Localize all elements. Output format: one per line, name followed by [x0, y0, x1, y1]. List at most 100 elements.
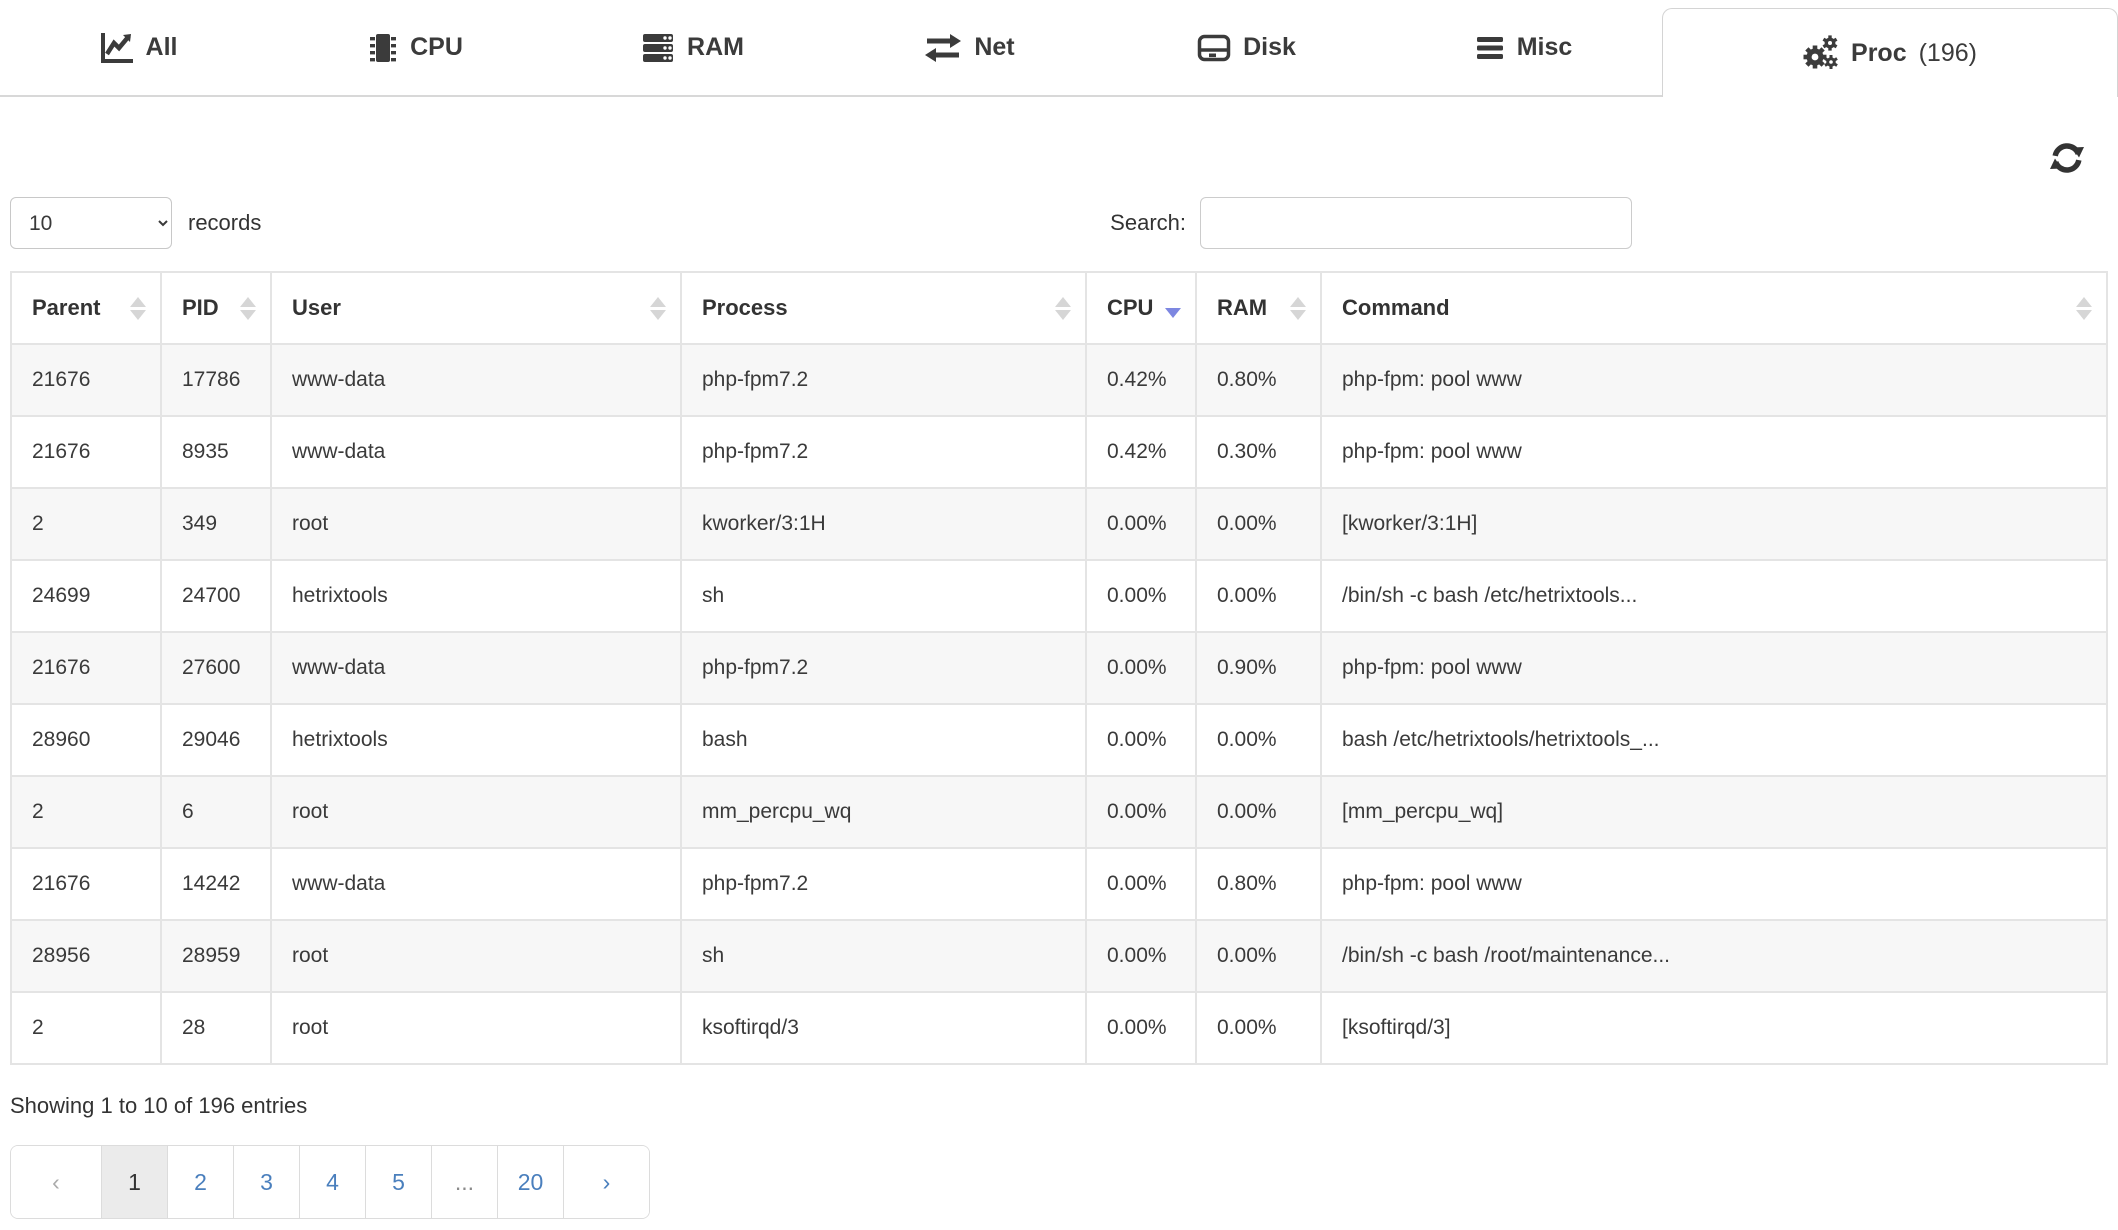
column-header-parent[interactable]: Parent: [10, 271, 162, 345]
parent-link[interactable]: 24699: [10, 559, 162, 633]
ram-value: 0.80%: [1195, 847, 1322, 921]
column-label: User: [292, 295, 341, 320]
search-input[interactable]: [1200, 197, 1632, 249]
user-link[interactable]: www-data: [270, 343, 682, 417]
user-link[interactable]: www-data: [270, 415, 682, 489]
sort-icon: [650, 296, 666, 320]
user-link[interactable]: hetrixtools: [270, 703, 682, 777]
column-header-ram[interactable]: RAM: [1195, 271, 1322, 345]
process-link[interactable]: mm_percpu_wq: [680, 775, 1087, 849]
column-header-user[interactable]: User: [270, 271, 682, 345]
parent-link[interactable]: 21676: [10, 847, 162, 921]
tab-proc[interactable]: Proc (196): [1662, 8, 2118, 97]
process-link[interactable]: php-fpm7.2: [680, 631, 1087, 705]
tab-all[interactable]: All: [0, 0, 277, 95]
user-link[interactable]: www-data: [270, 631, 682, 705]
user-link[interactable]: root: [270, 487, 682, 561]
parent-link[interactable]: 21676: [10, 631, 162, 705]
parent-link[interactable]: 21676: [10, 343, 162, 417]
ram-value: 0.00%: [1195, 703, 1322, 777]
ram-value: 0.90%: [1195, 631, 1322, 705]
process-link[interactable]: sh: [680, 919, 1087, 993]
command-value: /bin/sh -c bash /etc/hetrixtools...: [1320, 559, 2108, 633]
parent-link[interactable]: 28956: [10, 919, 162, 993]
records-group: 10 records: [10, 197, 261, 249]
pid-link[interactable]: 24700: [160, 559, 272, 633]
pid-link[interactable]: 29046: [160, 703, 272, 777]
table-row: 2 28 root ksoftirqd/3 0.00% 0.00% [ksoft…: [10, 991, 2108, 1065]
column-header-command[interactable]: Command: [1320, 271, 2108, 345]
microchip-icon: [368, 31, 398, 65]
refresh-button[interactable]: [2046, 139, 2088, 179]
pagination-next[interactable]: ›: [563, 1146, 649, 1218]
pid-link[interactable]: 14242: [160, 847, 272, 921]
column-label: Process: [702, 295, 788, 320]
table-row: 2 6 root mm_percpu_wq 0.00% 0.00% [mm_pe…: [10, 775, 2108, 849]
cpu-value: 0.00%: [1085, 631, 1197, 705]
sort-icon: [240, 296, 256, 320]
tab-bar: All CPU RAM Net Disk: [0, 0, 2118, 97]
parent-link[interactable]: 21676: [10, 415, 162, 489]
user-link[interactable]: www-data: [270, 847, 682, 921]
column-header-cpu[interactable]: CPU: [1085, 271, 1197, 345]
user-link[interactable]: root: [270, 775, 682, 849]
exchange-icon: [924, 33, 962, 63]
cpu-value: 0.00%: [1085, 487, 1197, 561]
parent-link[interactable]: 2: [10, 991, 162, 1065]
pagination-prev[interactable]: ‹: [11, 1146, 101, 1218]
pagination-page-1[interactable]: 1: [101, 1146, 167, 1218]
cpu-value: 0.00%: [1085, 559, 1197, 633]
process-link[interactable]: sh: [680, 559, 1087, 633]
user-link[interactable]: root: [270, 991, 682, 1065]
command-value: [mm_percpu_wq]: [1320, 775, 2108, 849]
column-header-process[interactable]: Process: [680, 271, 1087, 345]
pid-link[interactable]: 28959: [160, 919, 272, 993]
ram-value: 0.00%: [1195, 919, 1322, 993]
process-link[interactable]: kworker/3:1H: [680, 487, 1087, 561]
user-link[interactable]: hetrixtools: [270, 559, 682, 633]
pid-link[interactable]: 6: [160, 775, 272, 849]
tab-label: RAM: [687, 33, 744, 61]
pid-link[interactable]: 28: [160, 991, 272, 1065]
process-link[interactable]: php-fpm7.2: [680, 343, 1087, 417]
table-row: 21676 8935 www-data php-fpm7.2 0.42% 0.3…: [10, 415, 2108, 489]
column-label: CPU: [1107, 295, 1154, 320]
parent-link[interactable]: 2: [10, 487, 162, 561]
column-header-pid[interactable]: PID: [160, 271, 272, 345]
tab-label: Disk: [1243, 33, 1296, 61]
process-link[interactable]: bash: [680, 703, 1087, 777]
tab-cpu[interactable]: CPU: [277, 0, 554, 95]
pagination-page-20[interactable]: 20: [497, 1146, 563, 1218]
pagination-page-4[interactable]: 4: [299, 1146, 365, 1218]
pid-link[interactable]: 17786: [160, 343, 272, 417]
process-link[interactable]: php-fpm7.2: [680, 415, 1087, 489]
cpu-value: 0.00%: [1085, 991, 1197, 1065]
tab-disk[interactable]: Disk: [1108, 0, 1385, 95]
sort-icon: [130, 296, 146, 320]
pid-link[interactable]: 349: [160, 487, 272, 561]
pagination-page-2[interactable]: 2: [167, 1146, 233, 1218]
command-value: [kworker/3:1H]: [1320, 487, 2108, 561]
pagination-page-5[interactable]: 5: [365, 1146, 431, 1218]
records-select[interactable]: 10: [10, 197, 172, 249]
tab-misc[interactable]: Misc: [1385, 0, 1662, 95]
ram-value: 0.00%: [1195, 775, 1322, 849]
column-label: Parent: [32, 295, 101, 320]
parent-link[interactable]: 28960: [10, 703, 162, 777]
parent-link[interactable]: 2: [10, 775, 162, 849]
table-row: 28956 28959 root sh 0.00% 0.00% /bin/sh …: [10, 919, 2108, 993]
entries-summary: Showing 1 to 10 of 196 entries: [10, 1093, 308, 1118]
process-link[interactable]: php-fpm7.2: [680, 847, 1087, 921]
process-link[interactable]: ksoftirqd/3: [680, 991, 1087, 1065]
tab-net[interactable]: Net: [831, 0, 1108, 95]
table-row: 21676 17786 www-data php-fpm7.2 0.42% 0.…: [10, 343, 2108, 417]
cpu-value: 0.00%: [1085, 919, 1197, 993]
cpu-value: 0.00%: [1085, 775, 1197, 849]
pid-link[interactable]: 27600: [160, 631, 272, 705]
pid-link[interactable]: 8935: [160, 415, 272, 489]
user-link[interactable]: root: [270, 919, 682, 993]
tab-ram[interactable]: RAM: [554, 0, 831, 95]
pagination-page-3[interactable]: 3: [233, 1146, 299, 1218]
command-value: php-fpm: pool www: [1320, 343, 2108, 417]
